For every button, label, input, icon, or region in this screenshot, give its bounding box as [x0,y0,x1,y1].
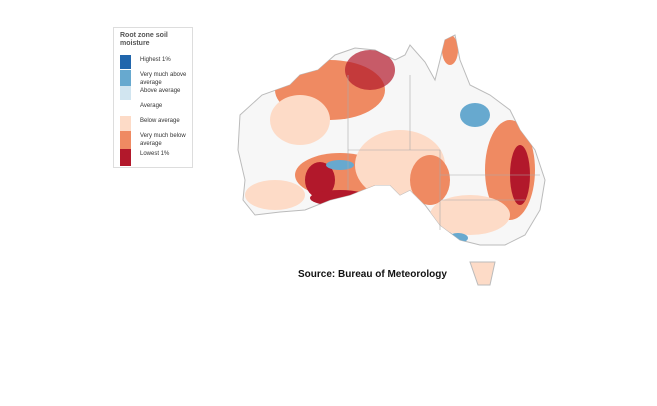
tasmania [469,261,496,286]
legend-swatch [120,55,131,69]
source: Source: Bureau of Meteorology [298,269,447,280]
legend-swatch [120,86,131,100]
legend-swatch [120,116,131,131]
legend-label: Below average [140,118,180,124]
legend-label: Average [140,103,163,109]
legend-label: Above average [140,88,181,94]
state-borders [347,75,540,230]
legend-label: Lowest 1% [140,151,170,157]
legend-label: Very much above average [140,72,187,86]
legend-swatch [120,131,131,149]
legend-swatch [120,101,131,116]
legend-label: Very much below average [140,133,186,147]
legend-swatch [120,149,131,166]
legend-swatch [120,70,131,86]
legend: Root zone soil moisture Highest 1% Very m… [113,27,193,168]
legend-title: Root zone soil moisture [120,32,168,47]
legend-label: Highest 1% [140,57,171,63]
